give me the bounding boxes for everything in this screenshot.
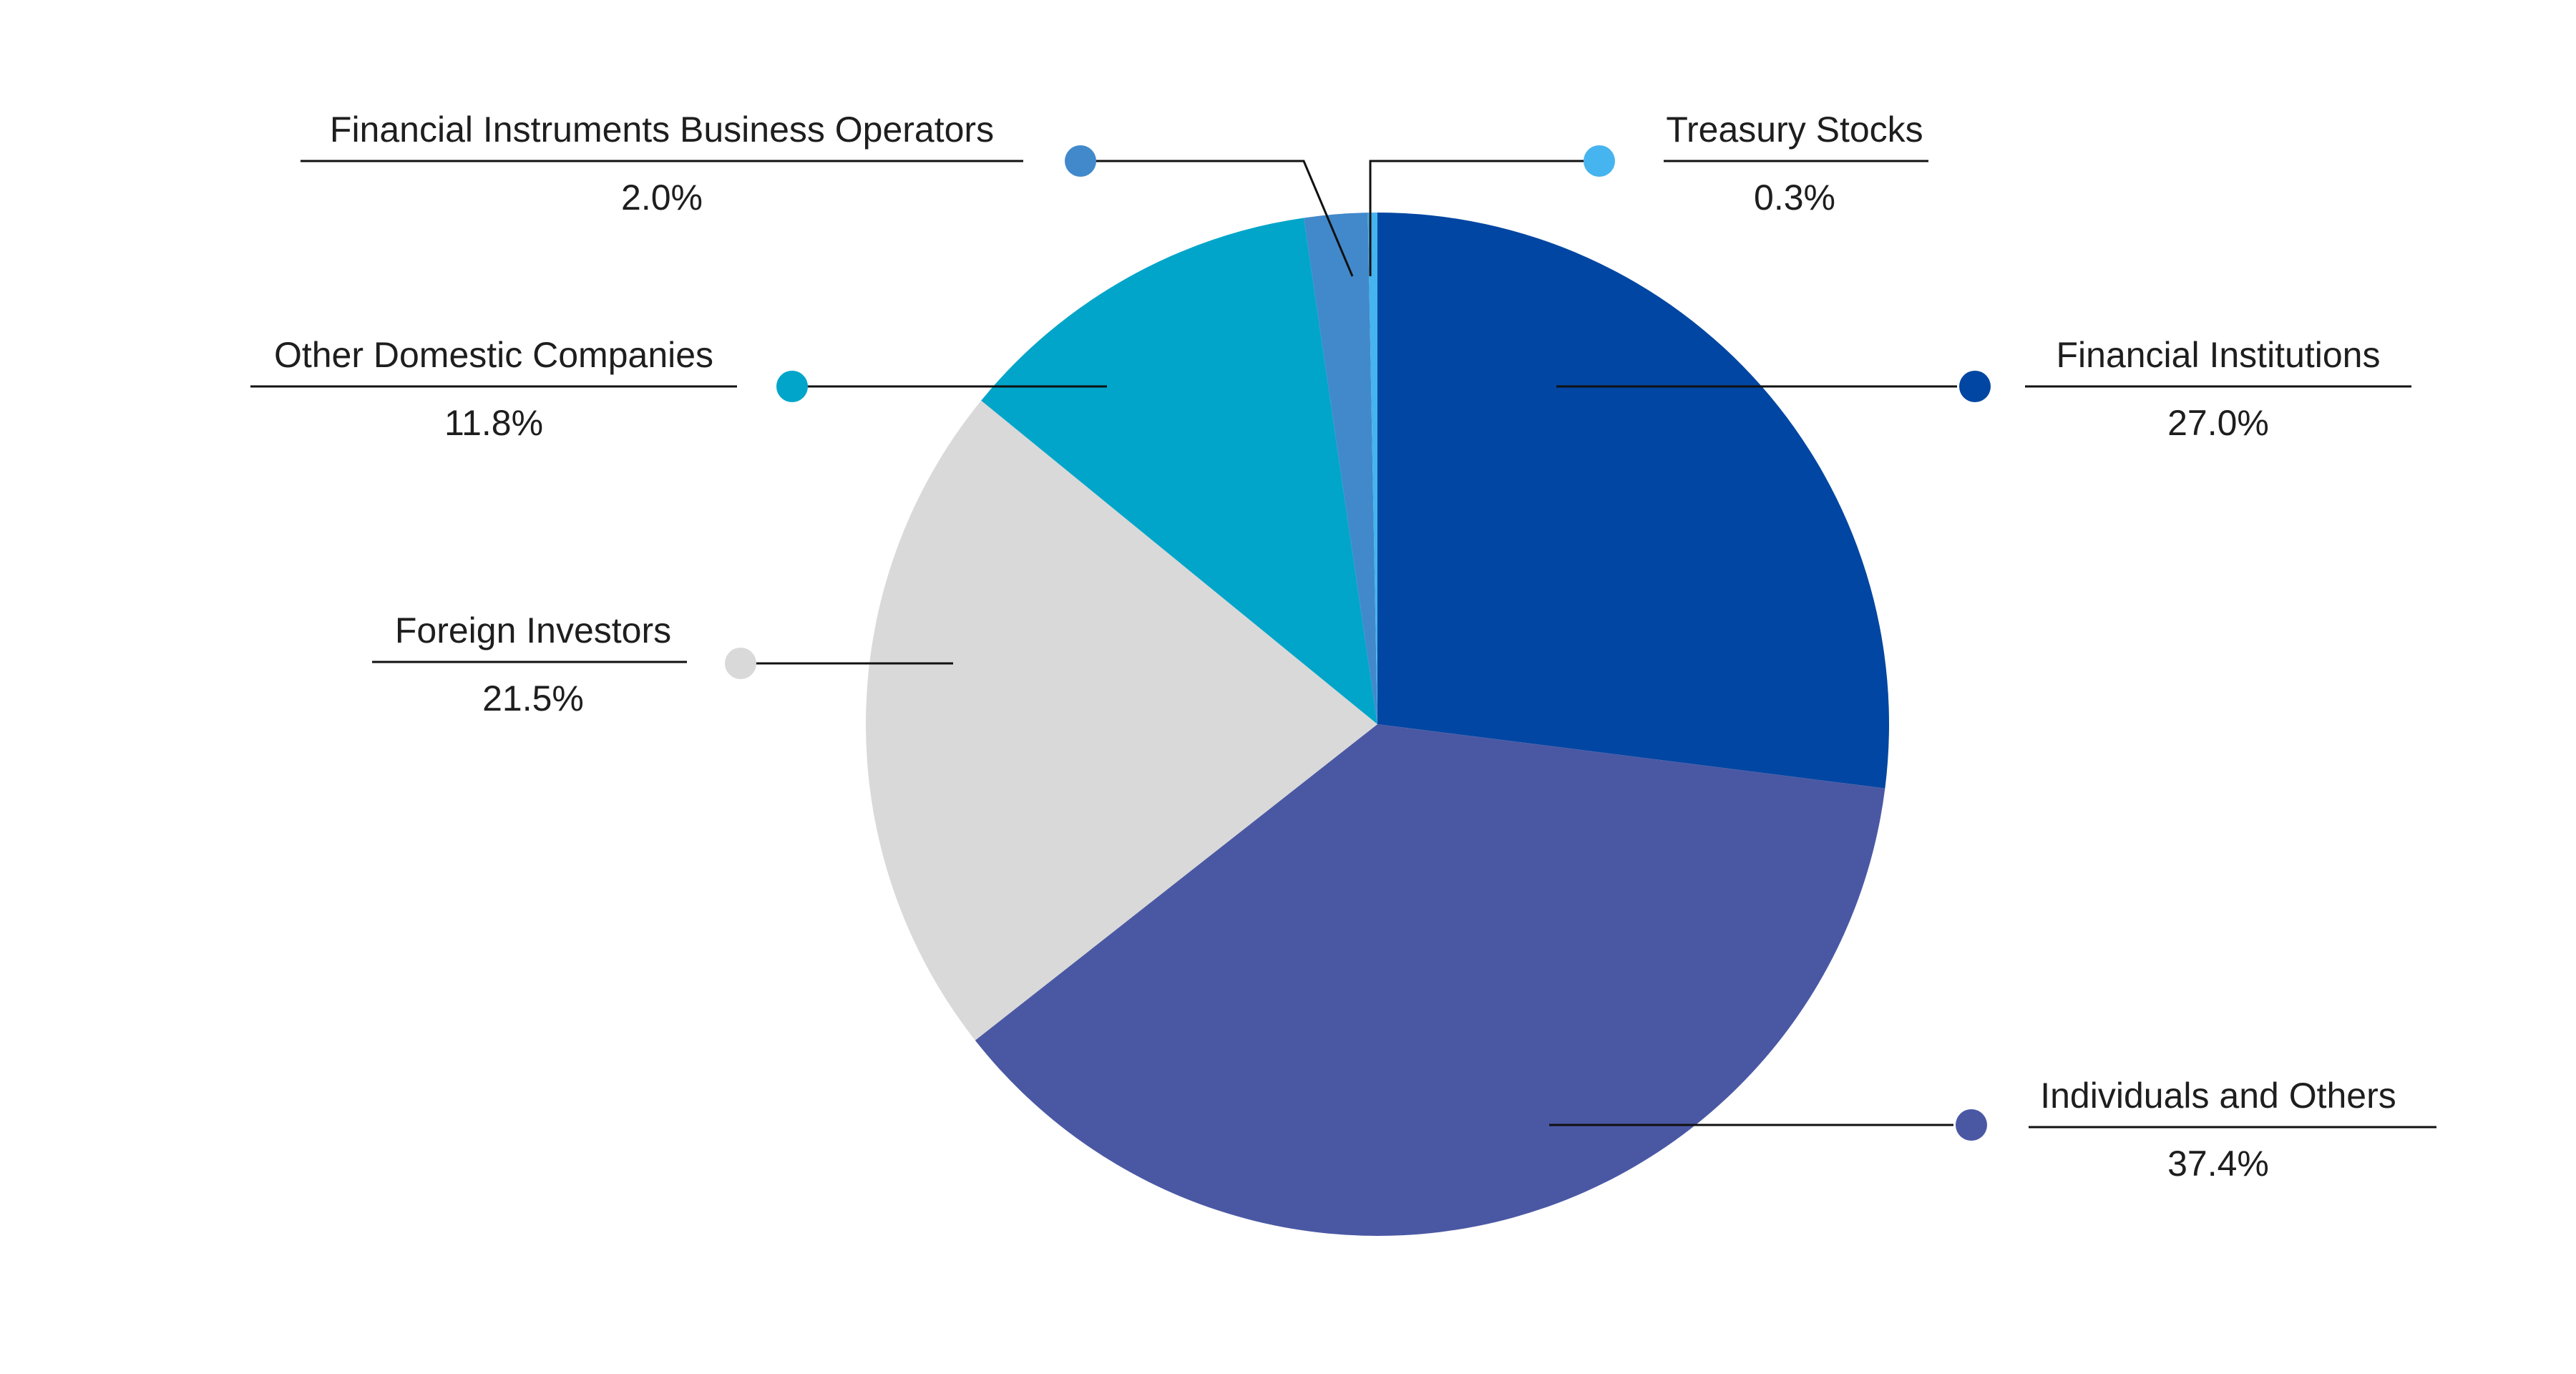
slice-value-label: 2.0% <box>621 177 703 218</box>
slice-value-label: 27.0% <box>2167 403 2269 443</box>
slice-label: Foreign Investors <box>395 610 671 651</box>
slice-label: Financial Institutions <box>2056 335 2380 375</box>
slice-label: Treasury Stocks <box>1666 109 1923 150</box>
legend-marker-dot <box>1956 1109 1987 1141</box>
pie-slices <box>866 213 1889 1237</box>
pie-slice-financial-institutions <box>1377 213 1889 789</box>
slice-value-label: 11.8% <box>444 403 543 443</box>
legend-marker-dot <box>1065 145 1096 177</box>
slice-labels: Financial Institutions 27.0% Individuals a… <box>274 109 2396 1184</box>
pie-slice-other-domestic-companies <box>981 218 1377 724</box>
slice-label: Individuals and Others <box>2040 1076 2396 1116</box>
slice-label: Financial Instruments Business Operators <box>330 109 994 150</box>
legend-marker-dot <box>776 371 808 402</box>
pie-slice-individuals-and-others <box>975 724 1885 1237</box>
slice-value-label: 37.4% <box>2167 1144 2269 1184</box>
slice-value-label: 21.5% <box>482 678 584 718</box>
legend-marker-dot <box>1584 145 1615 177</box>
leader-lines <box>250 145 2436 1141</box>
leader-line <box>1095 160 1354 277</box>
slice-label: Other Domestic Companies <box>274 335 713 375</box>
legend-marker-dot <box>725 648 756 679</box>
slice-value-label: 0.3% <box>1754 177 1835 218</box>
pie-slice-treasury-stocks <box>1367 213 1377 724</box>
pie-slice-foreign-investors <box>866 400 1377 1041</box>
leader-line <box>1369 160 1585 276</box>
legend-marker-dot <box>1959 371 1991 402</box>
pie-slice-financial-instruments-business-operators <box>1304 213 1377 724</box>
